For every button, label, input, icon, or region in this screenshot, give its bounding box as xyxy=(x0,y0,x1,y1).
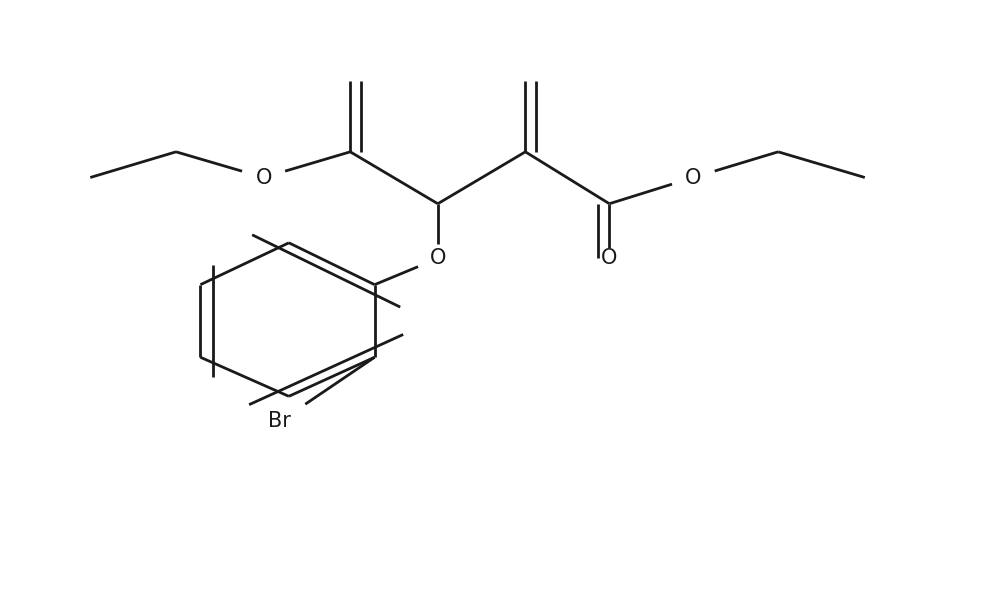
Text: O: O xyxy=(685,168,701,187)
Text: O: O xyxy=(430,249,446,268)
Text: O: O xyxy=(601,249,618,268)
Text: O: O xyxy=(255,168,272,187)
Text: Br: Br xyxy=(268,411,291,432)
